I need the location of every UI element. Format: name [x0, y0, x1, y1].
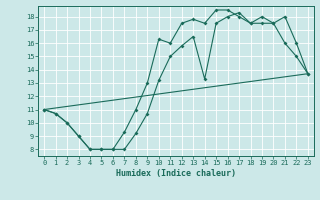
X-axis label: Humidex (Indice chaleur): Humidex (Indice chaleur)	[116, 169, 236, 178]
